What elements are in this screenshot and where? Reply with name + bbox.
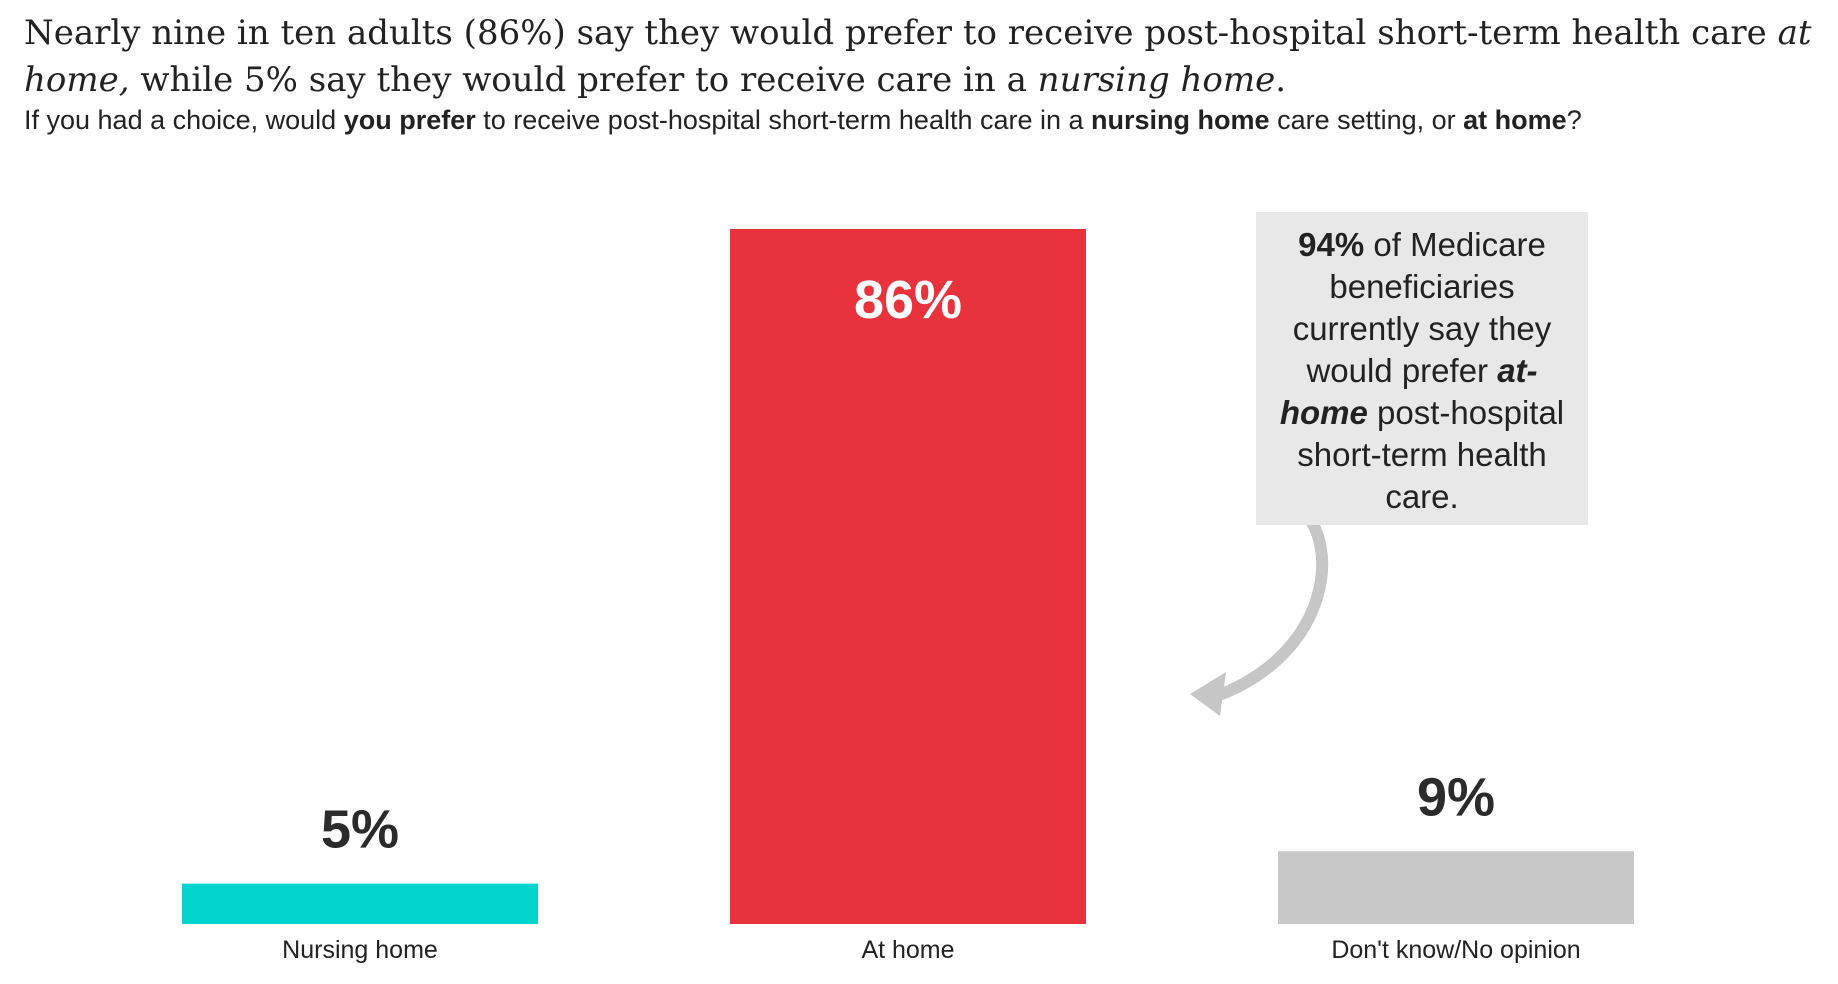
subtitle-text-1: If you had a choice, would bbox=[24, 105, 344, 135]
chart-subtitle: If you had a choice, would you prefer to… bbox=[24, 102, 1824, 138]
callout-text-2: post-hospital short-term health care. bbox=[1297, 394, 1565, 515]
subtitle-text-3: care setting, or bbox=[1269, 105, 1464, 135]
subtitle-bold-you-prefer: you prefer bbox=[343, 105, 476, 135]
callout-arrow-shaft bbox=[1216, 504, 1329, 700]
title-text-2: while 5% say they would prefer to receiv… bbox=[129, 60, 1038, 100]
title-emphasis-at-home: at home, bbox=[24, 13, 1812, 100]
subtitle-bold-at-home: at home bbox=[1463, 105, 1567, 135]
category-label-don-t-know-no-opinion: Don't know/No opinion bbox=[1331, 936, 1580, 964]
value-labels-group: 5% 86% 9% bbox=[321, 270, 1495, 860]
title-text-1: Nearly nine in ten adults (86%) say they… bbox=[24, 13, 1778, 53]
bar-at-home bbox=[730, 229, 1086, 924]
callout-box: 94% of Medicare beneficiaries currently … bbox=[1256, 212, 1588, 525]
subtitle-text-2: to receive post-hospital short-term heal… bbox=[475, 105, 1092, 135]
bar-nursing-home bbox=[182, 883, 538, 924]
category-label-nursing-home: Nursing home bbox=[282, 936, 438, 964]
value-label-nursing-home: 5% bbox=[321, 800, 399, 860]
callout-emphasis-at-home: at-home bbox=[1279, 352, 1538, 431]
subtitle-bold-nursing-home: nursing home bbox=[1091, 105, 1270, 135]
callout-text-1: of Medicare beneficiaries currently say … bbox=[1292, 226, 1552, 389]
chart-title: Nearly nine in ten adults (86%) say they… bbox=[24, 10, 1824, 104]
value-label-don-t-know-no-opinion: 9% bbox=[1417, 767, 1495, 827]
title-emphasis-nursing-home: nursing home bbox=[1037, 60, 1276, 100]
bars-group bbox=[182, 229, 1634, 924]
subtitle-text-4: ? bbox=[1566, 105, 1582, 135]
callout-bold-percent: 94% bbox=[1298, 226, 1365, 263]
bar-don-t-know-no-opinion bbox=[1278, 851, 1634, 924]
title-text-3: . bbox=[1275, 60, 1287, 100]
callout-arrow-head bbox=[1190, 672, 1226, 716]
callout-arrow bbox=[1190, 504, 1329, 716]
category-labels-group: Nursing home At home Don't know/No opinion bbox=[282, 936, 1581, 964]
value-label-at-home: 86% bbox=[854, 270, 962, 330]
category-label-at-home: At home bbox=[861, 936, 954, 964]
